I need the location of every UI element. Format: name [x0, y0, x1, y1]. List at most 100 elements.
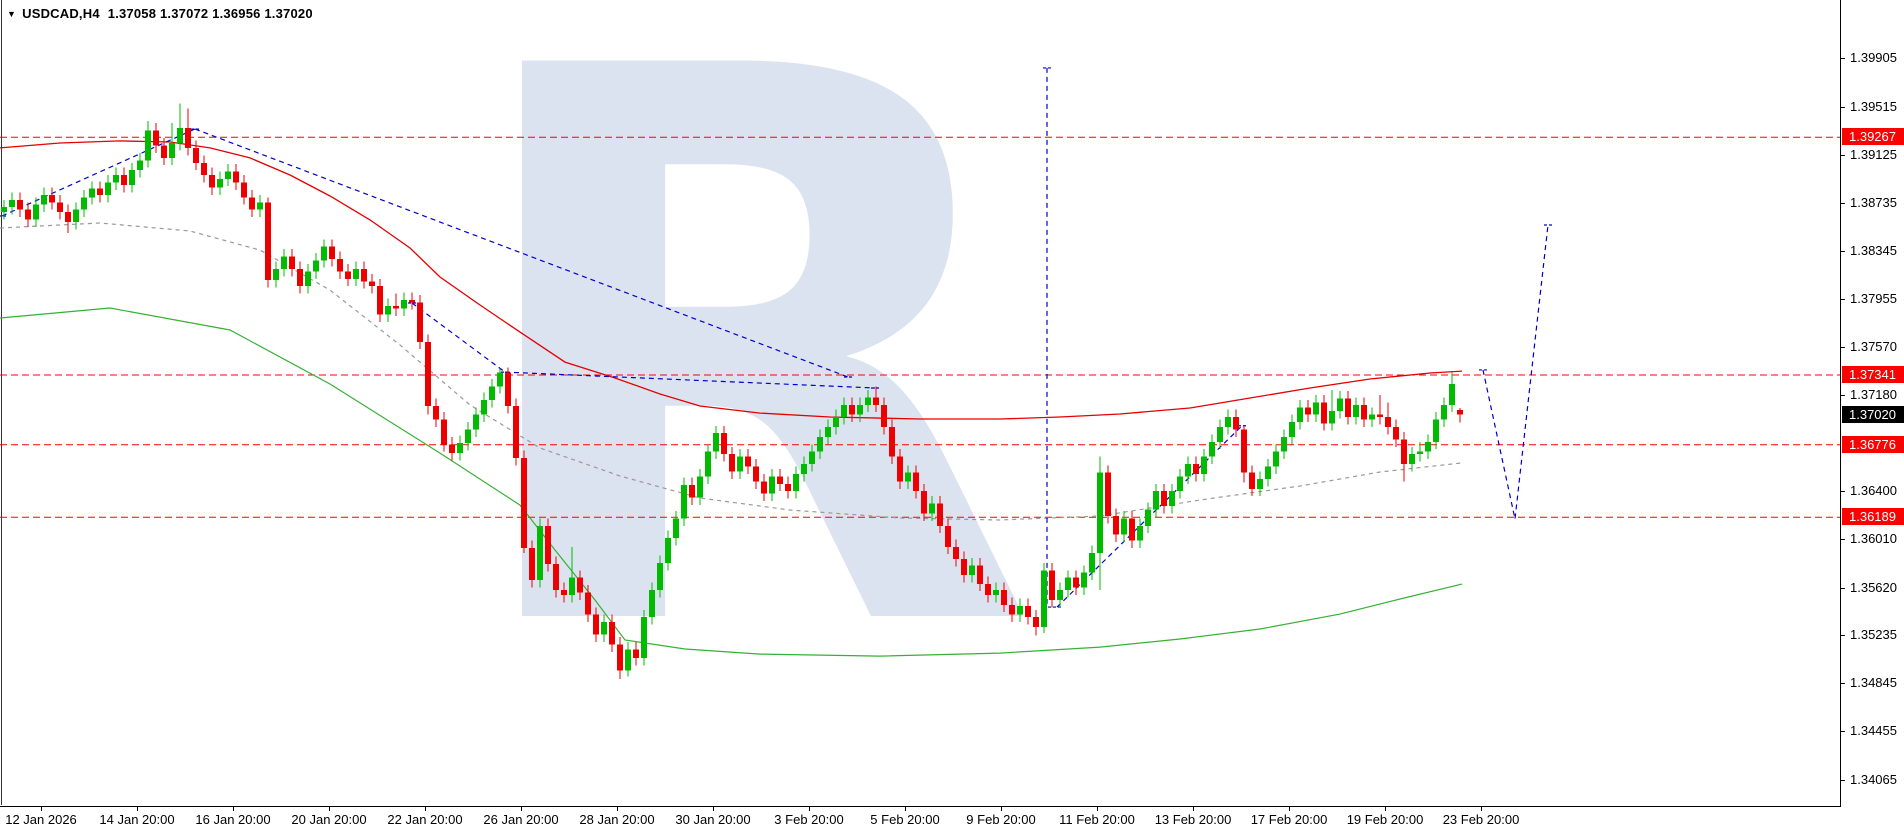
candle-body [561, 590, 567, 595]
candle-body [449, 444, 455, 453]
candle-body [577, 577, 583, 593]
candle-body [553, 564, 559, 591]
price-axis-label: 1.34065 [1850, 771, 1897, 787]
time-axis-label: 13 Feb 20:00 [1154, 812, 1232, 827]
price-axis-label: 1.38345 [1850, 243, 1897, 259]
candle-body [697, 476, 703, 498]
candle-body [641, 617, 647, 658]
candle-body [89, 188, 95, 198]
candle-body [673, 518, 679, 539]
candle-body [681, 485, 687, 519]
candle-body [857, 404, 863, 415]
moving-averages [0, 140, 1463, 657]
current-price-tag: 1.37020 [1842, 405, 1904, 423]
candle-body [1217, 427, 1223, 442]
price-axis-label: 1.36400 [1850, 483, 1897, 499]
price-axis-label: 1.36010 [1850, 531, 1897, 547]
candle-body [441, 419, 447, 445]
pattern-dashed-line [194, 128, 849, 378]
price-chart[interactable] [0, 0, 1840, 806]
price-axis-label: 1.37180 [1850, 386, 1897, 402]
candle-body [1009, 604, 1015, 615]
candle-body [585, 592, 591, 615]
candle-body [73, 209, 79, 223]
candle-body [1257, 478, 1263, 489]
candle-body [225, 171, 231, 179]
time-axis-tick [1385, 807, 1386, 811]
candle-body [1089, 552, 1095, 573]
candle-body [209, 175, 215, 188]
candle-body [1169, 491, 1175, 507]
candle-body [905, 472, 911, 482]
symbol-dropdown-icon[interactable]: ▼ [7, 9, 17, 19]
candle-body [217, 178, 223, 188]
candle-body [1393, 427, 1399, 440]
candles [1, 103, 1463, 679]
level-price-tag: 1.36776 [1842, 435, 1904, 453]
pattern-dashed-line [1482, 224, 1549, 520]
candle-body [33, 204, 39, 220]
candle-body [321, 246, 327, 261]
candle-body [1201, 456, 1207, 474]
price-axis-tick [1841, 491, 1845, 493]
candle-body [1297, 407, 1303, 423]
time-axis-tick [617, 807, 618, 811]
candle-body [57, 202, 63, 213]
time-axis-label: 28 Jan 20:00 [579, 812, 655, 827]
time-axis-label: 22 Jan 20:00 [387, 812, 463, 827]
candle-body [353, 268, 359, 279]
price-axis-tick [1841, 779, 1845, 781]
candle-body [465, 429, 471, 444]
time-axis-label: 20 Jan 20:00 [291, 812, 367, 827]
candle-body [129, 170, 135, 185]
candle-body [841, 404, 847, 418]
candle-body [1337, 398, 1343, 411]
candle-body [1361, 404, 1367, 420]
candle-body [529, 548, 535, 581]
time-axis-label: 23 Feb 20:00 [1442, 812, 1520, 827]
pattern-dashed-line [411, 302, 506, 373]
ma-gray-dashed-line [0, 222, 1463, 521]
time-axis-label: 26 Jan 20:00 [483, 812, 559, 827]
time-axis[interactable]: 12 Jan 2026 14 Jan 20:00 16 Jan 20:00 20 Ja… [0, 806, 1841, 830]
candle-body [145, 130, 151, 161]
candle-body [537, 525, 543, 581]
pattern-dashed-line [504, 371, 876, 389]
symbol-timeframe: USDCAD,H4 [22, 6, 100, 21]
candle-body [329, 246, 335, 260]
candle-body [601, 622, 607, 635]
level-price-tag: 1.39267 [1842, 128, 1904, 146]
time-axis-label: 12 Jan 2026 [5, 812, 77, 827]
candle-body [849, 404, 855, 415]
price-axis-tick [1841, 154, 1845, 156]
chart-title: ▼ USDCAD,H4 1.37058 1.37072 1.36956 1.3702… [7, 6, 313, 21]
price-axis-label: 1.34455 [1850, 723, 1897, 739]
candle-body [1305, 407, 1311, 415]
candle-body [9, 199, 15, 208]
candle-body [1401, 439, 1407, 465]
candle-body [305, 271, 311, 287]
time-axis-label: 19 Feb 20:00 [1346, 812, 1424, 827]
candle-body [257, 202, 263, 210]
candle-body [369, 281, 375, 287]
candle-body [505, 372, 511, 407]
candle-body [1289, 422, 1295, 437]
candle-body [433, 406, 439, 420]
candle-body [273, 268, 279, 281]
candle-body [721, 433, 727, 455]
candle-body [809, 451, 815, 465]
candle-body [457, 443, 463, 453]
candle-body [609, 622, 615, 645]
candle-body [113, 175, 119, 183]
time-axis-label: 17 Feb 20:00 [1250, 812, 1328, 827]
candle-body [825, 427, 831, 437]
candle-body [881, 404, 887, 428]
candle-body [377, 286, 383, 315]
candle-body [913, 472, 919, 492]
candle-body [1025, 606, 1031, 618]
candle-body [1449, 383, 1455, 405]
price-axis[interactable]: 1.39905 1.39515 1.39125 1.38735 1.38345 1.379… [1840, 0, 1904, 806]
price-axis-tick [1841, 731, 1845, 733]
candle-body [593, 614, 599, 635]
candle-body [705, 451, 711, 477]
